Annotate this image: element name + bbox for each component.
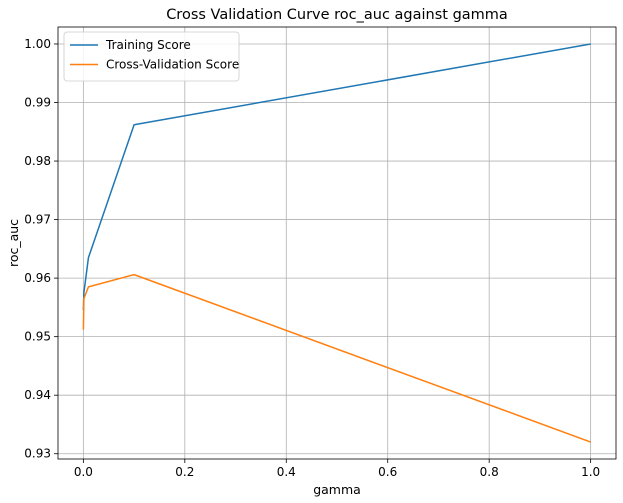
y-axis-label: roc_auc <box>6 219 21 267</box>
y-tick-label: 0.95 <box>24 330 51 344</box>
legend-label-1: Cross-Validation Score <box>106 58 239 72</box>
series-line-1 <box>82 273 591 443</box>
y-tick-label: 0.99 <box>24 96 51 110</box>
series-layer <box>82 43 591 443</box>
y-tick-label: 0.98 <box>24 154 51 168</box>
x-tick-label: 0.6 <box>378 465 397 479</box>
y-tick-label: 1.00 <box>24 37 51 51</box>
x-axis-label: gamma <box>313 482 361 497</box>
plot-frame <box>57 26 617 460</box>
y-tick-label: 0.97 <box>24 213 51 227</box>
y-axis: 0.93 0.94 0.95 0.96 0.97 0.98 0.99 1.00 <box>24 37 58 461</box>
y-tick-label: 0.93 <box>24 447 51 461</box>
x-axis: 0.0 0.2 0.4 0.6 0.8 1.0 <box>74 459 600 479</box>
x-tick-label: 1.0 <box>581 465 600 479</box>
y-tick-label: 0.94 <box>24 388 51 402</box>
y-tick-label: 0.96 <box>24 271 51 285</box>
legend-label-0: Training Score <box>105 38 191 52</box>
x-tick-label: 0.8 <box>480 465 499 479</box>
legend-box <box>63 31 240 82</box>
x-tick-label: 0.2 <box>175 465 194 479</box>
grid <box>58 27 616 459</box>
x-tick-label: 0.4 <box>277 465 296 479</box>
x-tick-label: 0.0 <box>74 465 93 479</box>
legend: Training Score Cross-Validation Score <box>63 31 240 82</box>
chart-title: Cross Validation Curve roc_auc against g… <box>166 7 508 23</box>
